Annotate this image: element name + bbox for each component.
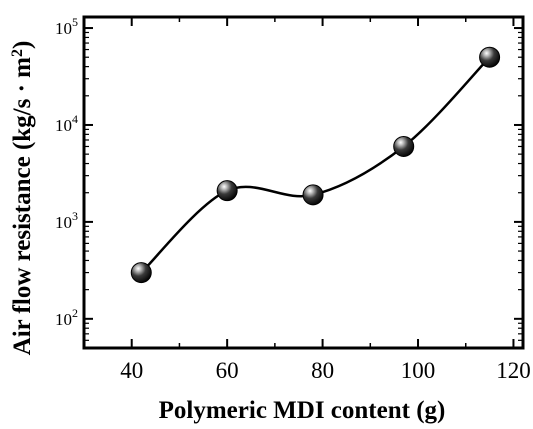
y-axis-title: Air flow resistance (kg/s · m2) [9, 41, 37, 356]
x-tick-label: 40 [120, 358, 143, 383]
data-point [393, 135, 415, 157]
y-tick-exp: 4 [72, 112, 78, 126]
y-tick-label: 104 [55, 112, 78, 135]
x-tick-label: 80 [311, 358, 334, 383]
data-point [216, 180, 238, 202]
x-tick-label: 120 [496, 358, 531, 383]
y-tick-base: 10 [55, 310, 72, 329]
data-point [479, 46, 501, 68]
y-tick-label: 102 [55, 306, 78, 329]
y-tick-label: 105 [55, 15, 78, 38]
data-point [130, 262, 152, 284]
y-tick-base: 10 [55, 116, 72, 135]
x-tick-label: 60 [216, 358, 239, 383]
y-tick-base: 10 [55, 213, 72, 232]
y-axis-title-main: Air flow resistance (kg/s · m [9, 57, 36, 356]
y-tick-exp: 2 [72, 306, 78, 320]
plot-frame [82, 15, 525, 350]
data-point [302, 184, 324, 206]
y-axis-title-sup: 2 [9, 49, 26, 57]
y-axis-title-end: ) [9, 41, 36, 49]
y-tick-exp: 3 [72, 209, 78, 223]
y-tick-exp: 5 [72, 15, 78, 29]
y-tick-base: 10 [55, 19, 72, 38]
y-tick-label: 103 [55, 209, 78, 232]
series-line [140, 56, 491, 274]
x-tick-label: 100 [401, 358, 436, 383]
x-axis-title: Polymeric MDI content (g) [159, 397, 446, 424]
